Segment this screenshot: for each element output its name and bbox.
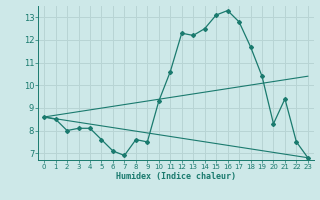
X-axis label: Humidex (Indice chaleur): Humidex (Indice chaleur): [116, 172, 236, 181]
